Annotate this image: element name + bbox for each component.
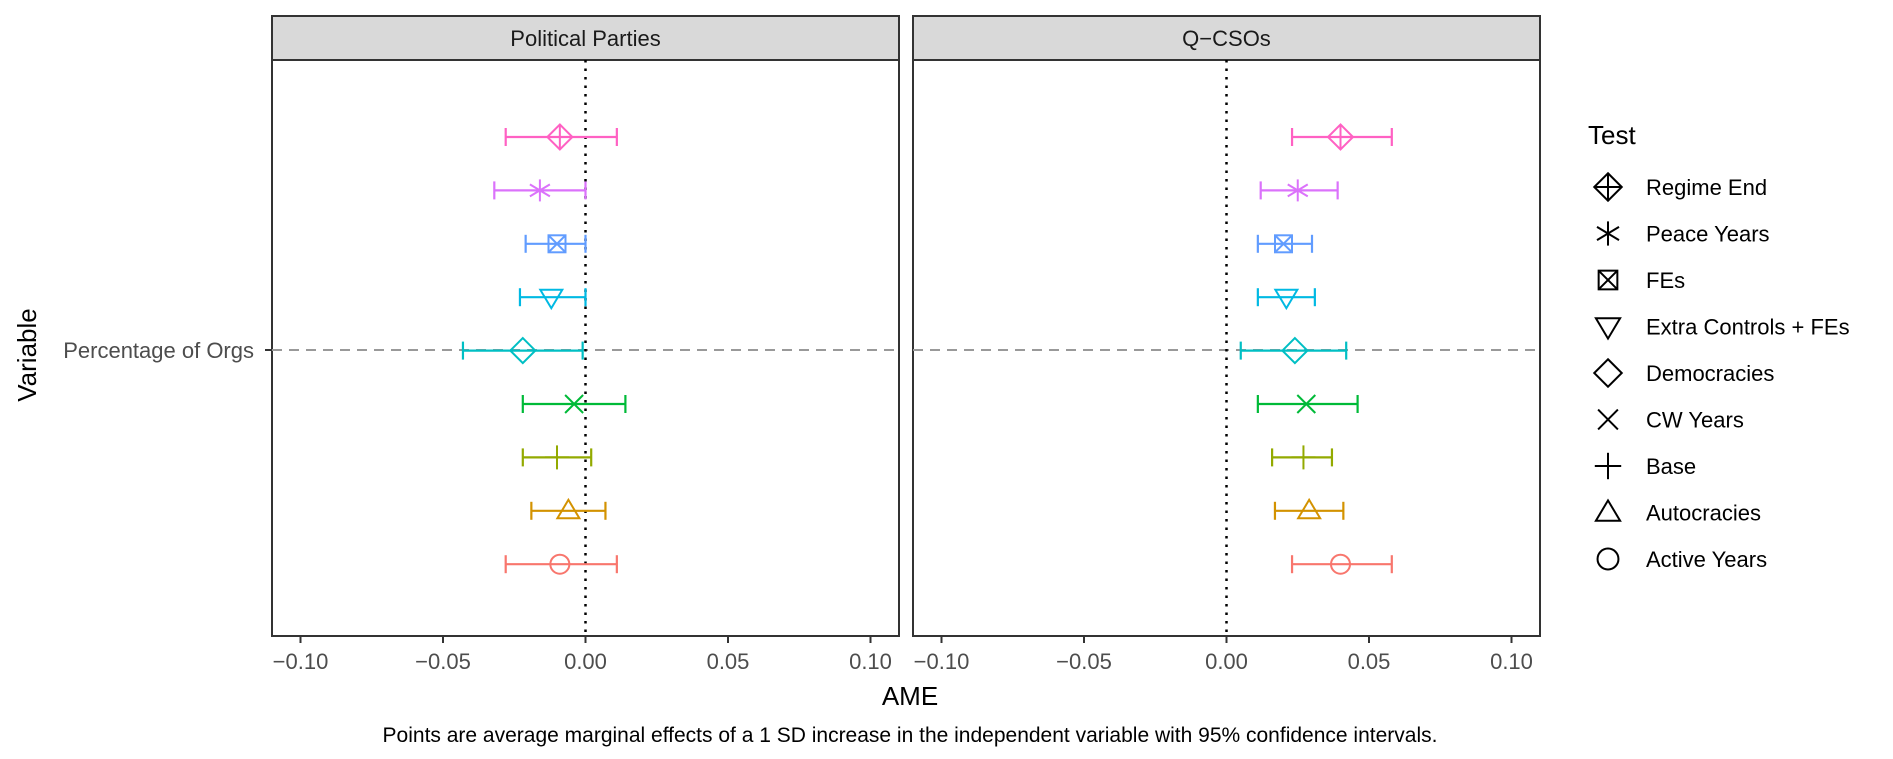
x-tick-label: 0.05: [707, 649, 750, 674]
legend-label: FEs: [1646, 268, 1685, 293]
legend-key-plus-icon: [1594, 452, 1622, 480]
legend-item-autocracies: Autocracies: [1594, 498, 1761, 526]
x-tick-label: −0.05: [415, 649, 471, 674]
legend-item-extra-controls-fes: Extra Controls + FEs: [1594, 315, 1850, 341]
series-extra-controls-fes: [518, 288, 587, 311]
point-marker: [1273, 288, 1300, 311]
series-regime-end: [1290, 123, 1393, 151]
x-tick-label: 0.05: [1348, 649, 1391, 674]
series-active-years: [504, 553, 618, 575]
legend-label: Peace Years: [1646, 222, 1770, 247]
x-tick-label: 0.10: [849, 649, 892, 674]
panels: Political Parties−0.10 −0.05 0.00 0.05 0.10Q…: [265, 15, 1541, 674]
series-democracies: [461, 336, 584, 365]
series-peace-years: [493, 179, 587, 202]
series-cw-years: [521, 394, 627, 414]
point-marker: [529, 179, 551, 202]
series-autocracies: [530, 497, 607, 520]
point-marker: [555, 497, 582, 520]
legend-key-circle-icon: [1596, 547, 1620, 571]
legend-key-triangle-up-icon: [1594, 498, 1622, 522]
point-marker: [1296, 497, 1322, 520]
legend-item-cw-years: CW Years: [1597, 408, 1744, 433]
point-marker: [545, 123, 574, 151]
series-cw-years: [1256, 394, 1359, 414]
legend-key-cross-icon: [1597, 408, 1619, 431]
y-axis-title: Variable: [12, 308, 42, 401]
legend-label: Regime End: [1646, 175, 1767, 200]
panel-title: Political Parties: [510, 26, 660, 51]
point-marker: [547, 234, 567, 254]
panel-2: Q−CSOs −0.10 −0.05 0.00 0.05 0.10: [912, 15, 1541, 674]
legend-key-triangle-down-icon: [1594, 317, 1622, 341]
legend-label: Extra Controls + FEs: [1646, 315, 1850, 340]
series-autocracies: [1273, 497, 1345, 520]
x-tick-label: 0.00: [1205, 649, 1248, 674]
panel-1: Political Parties −0.10 −0.05 0.00 0.05 0.10: [265, 15, 900, 674]
series-fes: [1256, 234, 1314, 254]
legend-key-asterisk-icon: [1596, 221, 1620, 246]
point-marker: [1326, 123, 1355, 151]
series-base: [521, 445, 593, 470]
legend: Regime End Peace Years FEs Extra Controls +…: [1592, 171, 1850, 572]
point-marker: [538, 288, 565, 311]
point-marker: [1330, 553, 1351, 575]
legend-key-diamond-plus-icon: [1592, 171, 1624, 203]
legend-item-fes: FEs: [1597, 268, 1685, 293]
legend-label: Base: [1646, 454, 1696, 479]
legend-label: Autocracies: [1646, 501, 1761, 526]
legend-item-regime-end: Regime End: [1592, 171, 1767, 203]
x-tick-label: −0.05: [1056, 649, 1112, 674]
series-regime-end: [504, 123, 618, 151]
x-tick-label: 0.10: [1490, 649, 1533, 674]
legend-label: Democracies: [1646, 361, 1774, 386]
point-marker: [1274, 234, 1293, 254]
panel-strip: [271, 15, 900, 61]
point-marker: [549, 553, 571, 575]
series-base: [1270, 445, 1334, 470]
legend-item-base: Base: [1594, 452, 1696, 480]
series-peace-years: [1259, 179, 1339, 202]
point-marker: [508, 336, 537, 365]
panel-title: Q−CSOs: [1182, 26, 1271, 51]
legend-item-democracies: Democracies: [1592, 357, 1774, 389]
x-tick-label: −0.10: [914, 649, 970, 674]
y-category-label: Percentage of Orgs: [63, 338, 254, 363]
point-marker: [1291, 445, 1316, 470]
series-active-years: [1290, 553, 1393, 575]
legend-title: Test: [1588, 120, 1636, 150]
legend-item-peace-years: Peace Years: [1596, 221, 1770, 247]
point-marker: [545, 445, 569, 470]
point-marker: [1280, 336, 1309, 365]
legend-key-square-cross-icon: [1597, 269, 1619, 291]
series-fes: [524, 234, 587, 254]
x-tick-label: −0.10: [273, 649, 329, 674]
point-marker: [1296, 394, 1317, 414]
legend-label: CW Years: [1646, 408, 1744, 433]
x-axis-title: AME: [882, 681, 938, 711]
legend-key-diamond-icon: [1592, 357, 1624, 389]
point-marker: [564, 394, 584, 414]
series-extra-controls-fes: [1256, 288, 1316, 311]
caption: Points are average marginal effects of a…: [383, 724, 1438, 747]
panel-strip: [912, 15, 1541, 61]
legend-label: Active Years: [1646, 547, 1767, 572]
series-democracies: [1239, 336, 1348, 365]
x-tick-label: 0.00: [564, 649, 607, 674]
point-marker: [1287, 179, 1309, 202]
legend-item-active-years: Active Years: [1596, 547, 1767, 572]
